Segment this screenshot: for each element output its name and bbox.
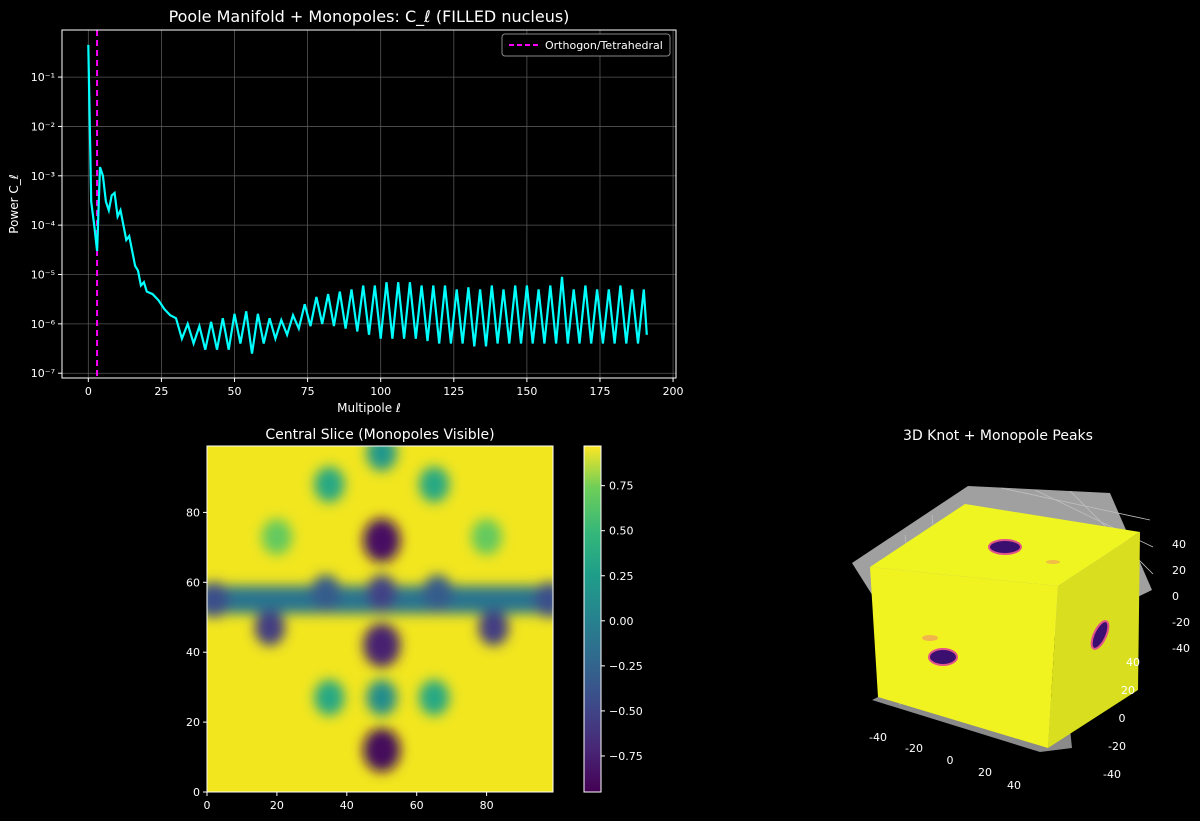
heatmap-feature [363, 623, 401, 668]
heatmap-feature [314, 466, 345, 503]
spectrum-x-ticks: 0 25 50 75 100 125 150 175 200 [85, 378, 684, 398]
x-tick-label: -20 [905, 742, 923, 755]
y-tick-label: -40 [1103, 768, 1121, 781]
y-tick-label: 10⁻³ [31, 170, 55, 183]
faint-feature-1 [922, 635, 938, 641]
y-tick-label: 60 [186, 576, 200, 589]
x-tick-label: 175 [589, 385, 610, 398]
x-tick-label: 20 [978, 766, 992, 779]
y-tick-label: 10⁻¹ [31, 71, 55, 84]
spectrum-axes-frame [61, 29, 677, 379]
colorbar-tick-label: −0.25 [609, 660, 643, 673]
x-tick-label: 40 [1007, 779, 1021, 792]
heatmap-title: Central Slice (Monopoles Visible) [265, 427, 494, 443]
y-tick-label: -20 [1108, 740, 1126, 753]
heatmap-feature [207, 581, 230, 618]
spectrum-y-label: Power C_ℓ [7, 174, 21, 233]
legend-label: Orthogon/Tetrahedral [545, 39, 663, 52]
z-tick-label: -40 [1172, 642, 1190, 655]
heatmap-feature [261, 518, 293, 555]
z-tick-label: 40 [1172, 538, 1186, 551]
x-tick-label: 0 [204, 799, 211, 812]
z-tick-label: 0 [1172, 590, 1179, 603]
power-spectrum-chart: 0 25 50 75 100 125 150 175 200 10⁻⁷10⁻⁶10⁻⁵10⁻⁴1… [7, 7, 684, 415]
heatmap-feature [471, 518, 502, 555]
colorbar-tick-label: 0.00 [609, 615, 634, 628]
colorbar-ticks: 0.75 0.50 0.25 0.00 −0.25 −0.50 −0.75 [601, 480, 643, 763]
x-tick-label: 60 [410, 799, 424, 812]
spectrum-title: Poole Manifold + Monopoles: C_ℓ (FILLED … [169, 7, 570, 27]
3d-x-ticks: -40 -20 0 20 40 [869, 731, 1021, 792]
heatmap-feature [418, 466, 450, 503]
monopole-peak-top [988, 539, 1022, 555]
colorbar-tick-label: −0.50 [609, 705, 643, 718]
spectrum-series-line [87, 44, 648, 354]
heatmap-feature [478, 609, 509, 646]
faint-feature-2 [1046, 560, 1060, 564]
y-tick-label: 20 [1121, 684, 1135, 697]
heatmap-feature [314, 679, 345, 716]
x-tick-label: 200 [663, 385, 684, 398]
heatmap-feature [418, 679, 450, 716]
3d-knot-plot: 3D Knot + Monopole Peaks 40 20 0 -20 -40 -40… [852, 428, 1190, 792]
colorbar-tick-label: −0.75 [609, 750, 643, 763]
monopole-peaks [922, 539, 1110, 666]
y-tick-label: 40 [1126, 656, 1140, 669]
x-tick-label: 100 [370, 385, 391, 398]
heatmap-x-ticks: 0 20 40 60 80 [204, 792, 494, 812]
heatmap-y-ticks: 0 20 40 60 80 [186, 506, 207, 799]
heatmap-feature [422, 574, 453, 611]
heatmap-feature [366, 679, 398, 716]
3d-y-ticks: -40 -20 0 20 40 [1103, 656, 1140, 781]
central-slice-heatmap: 0 20 40 60 80 0 20 40 60 80 Central Slice (Monop… [186, 427, 643, 812]
y-tick-label: 40 [186, 646, 200, 659]
3d-z-ticks: 40 20 0 -20 -40 [1172, 538, 1190, 655]
x-tick-label: 20 [270, 799, 284, 812]
3d-plot-title: 3D Knot + Monopole Peaks [903, 428, 1093, 444]
y-tick-label: 0 [1119, 712, 1126, 725]
x-tick-label: 75 [301, 385, 315, 398]
y-tick-label: 10⁻⁴ [31, 219, 56, 232]
x-tick-label: 0 [947, 754, 954, 767]
y-tick-label: 10⁻⁵ [31, 269, 55, 282]
heatmap-feature [363, 518, 401, 563]
y-tick-label: 10⁻⁷ [31, 367, 55, 380]
heatmap-feature [310, 574, 342, 611]
heatmap-feature [366, 574, 398, 611]
heatmap-feature [254, 609, 286, 646]
colorbar [583, 445, 602, 793]
heatmap-frame [206, 445, 554, 793]
y-tick-label: 10⁻² [31, 120, 55, 133]
y-tick-label: 80 [186, 506, 200, 519]
x-tick-label: 25 [154, 385, 168, 398]
monopole-peak-side [1090, 620, 1110, 650]
heatmap-feature [534, 581, 553, 618]
heatmap-features [207, 446, 553, 773]
x-tick-label: 50 [228, 385, 242, 398]
heatmap-feature [363, 728, 401, 773]
y-tick-label: 10⁻⁶ [31, 318, 56, 331]
spectrum-y-ticks: 10⁻⁷ 10⁻⁶ 10⁻⁵ 10⁻⁴ 10⁻³ 10⁻² 10⁻¹ [31, 71, 62, 380]
z-tick-label: -20 [1172, 616, 1190, 629]
x-tick-label: -40 [869, 731, 887, 744]
monopole-peak-front [928, 648, 958, 666]
spectrum-grid [62, 30, 676, 378]
x-tick-label: 150 [516, 385, 537, 398]
spectrum-x-label: Multipole ℓ [337, 401, 401, 415]
y-tick-label: 20 [186, 716, 200, 729]
cube-front-face [870, 567, 1058, 748]
colorbar-tick-label: 0.25 [609, 570, 634, 583]
x-tick-label: 80 [480, 799, 494, 812]
heatmap-feature [366, 446, 398, 471]
spectrum-legend: Orthogon/Tetrahedral [501, 33, 671, 57]
colorbar-tick-label: 0.75 [609, 480, 634, 493]
y-tick-label: 0 [193, 786, 200, 799]
x-tick-label: 0 [85, 385, 92, 398]
x-tick-label: 40 [340, 799, 354, 812]
colorbar-tick-label: 0.50 [609, 525, 634, 538]
z-tick-label: 20 [1172, 564, 1186, 577]
x-tick-label: 125 [443, 385, 464, 398]
